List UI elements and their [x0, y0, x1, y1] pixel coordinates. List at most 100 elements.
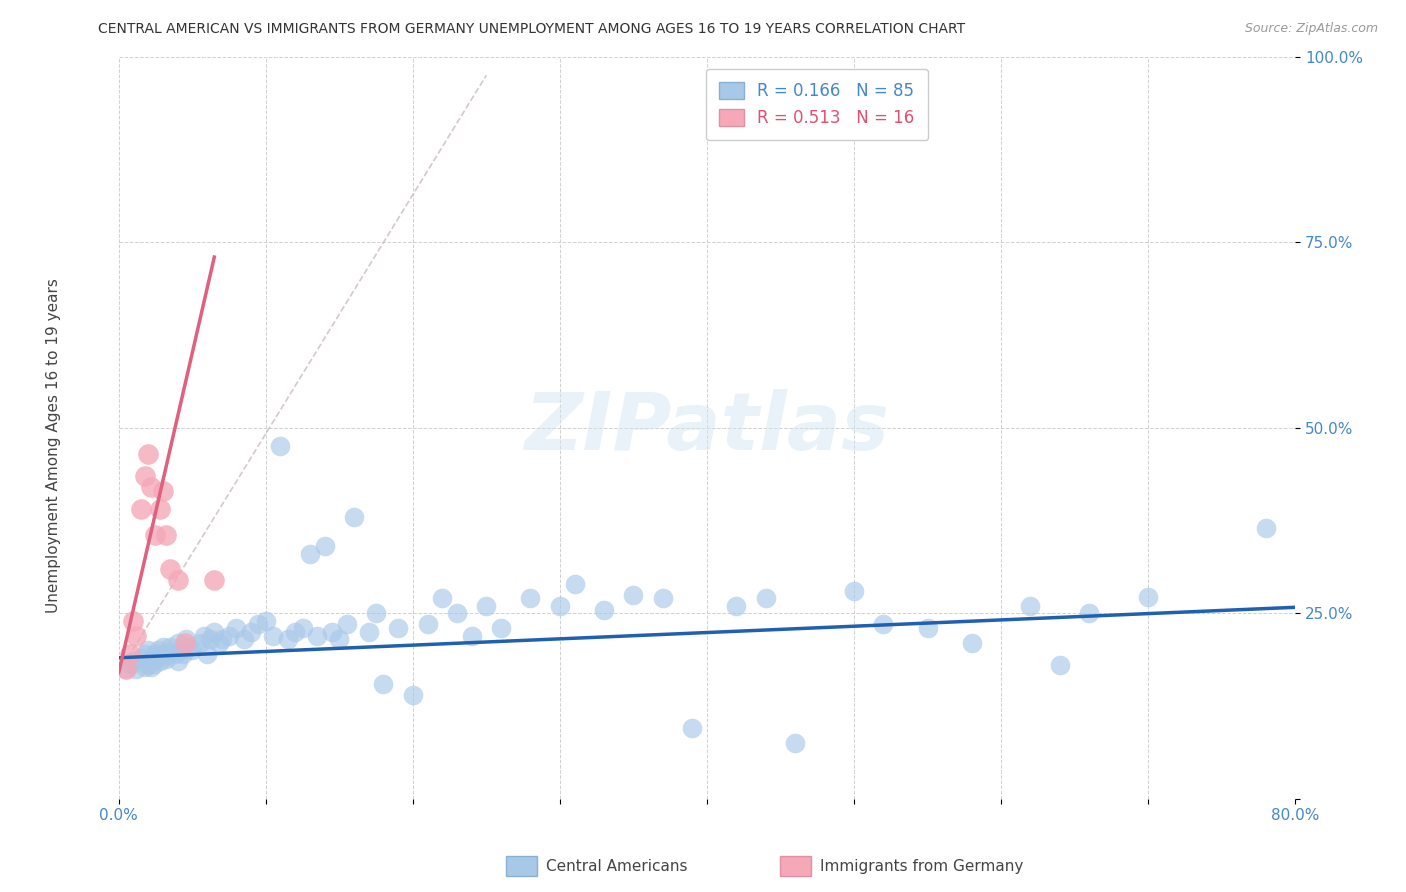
Point: [143, 657, 166, 671]
Point: [172, 647, 194, 661]
Point: [960, 636, 983, 650]
Point: [725, 599, 748, 613]
Point: [681, 721, 703, 735]
Point: [139, 659, 162, 673]
Point: [159, 640, 181, 654]
Point: [336, 617, 359, 632]
Point: [169, 643, 191, 657]
Text: Unemployment Among Ages 16 to 19 years: Unemployment Among Ages 16 to 19 years: [46, 278, 60, 614]
Point: [193, 628, 215, 642]
Point: [148, 643, 170, 657]
Point: [179, 640, 201, 654]
Point: [166, 655, 188, 669]
Point: [298, 547, 321, 561]
Point: [122, 614, 145, 628]
Point: [446, 606, 468, 620]
Point: [159, 562, 181, 576]
Point: [314, 540, 336, 554]
Point: [211, 632, 233, 647]
Point: [156, 649, 179, 664]
Text: ZIPatlas: ZIPatlas: [524, 389, 890, 467]
Point: [364, 606, 387, 620]
Point: [564, 576, 586, 591]
Text: CENTRAL AMERICAN VS IMMIGRANTS FROM GERMANY UNEMPLOYMENT AMONG AGES 16 TO 19 YEA: CENTRAL AMERICAN VS IMMIGRANTS FROM GERM…: [98, 22, 966, 37]
Point: [157, 645, 180, 659]
Text: Source: ZipAtlas.com: Source: ZipAtlas.com: [1244, 22, 1378, 36]
Point: [460, 628, 482, 642]
Point: [373, 677, 395, 691]
Point: [129, 650, 152, 665]
Point: [136, 658, 159, 673]
Point: [328, 632, 350, 647]
Point: [152, 483, 174, 498]
Point: [122, 655, 145, 669]
Point: [284, 624, 307, 639]
Point: [202, 624, 225, 639]
Point: [1254, 521, 1277, 535]
Point: [145, 647, 167, 661]
Point: [145, 528, 167, 542]
Legend: R = 0.166   N = 85, R = 0.513   N = 16: R = 0.166 N = 85, R = 0.513 N = 16: [706, 69, 928, 140]
Point: [202, 573, 225, 587]
Point: [489, 621, 512, 635]
Point: [519, 591, 541, 606]
Point: [1019, 599, 1042, 613]
Point: [155, 652, 177, 666]
Point: [166, 573, 188, 587]
Point: [149, 655, 172, 669]
Point: [254, 614, 277, 628]
Point: [149, 502, 172, 516]
Point: [1049, 658, 1071, 673]
Point: [842, 584, 865, 599]
Point: [247, 617, 270, 632]
Point: [120, 647, 142, 661]
Point: [152, 640, 174, 654]
Point: [402, 688, 425, 702]
Point: [163, 647, 186, 661]
Point: [218, 628, 240, 642]
Point: [1137, 590, 1160, 604]
Point: [181, 643, 204, 657]
Point: [198, 632, 221, 647]
Point: [651, 591, 673, 606]
Point: [166, 636, 188, 650]
Point: [343, 509, 366, 524]
Point: [136, 447, 159, 461]
Point: [269, 439, 291, 453]
Point: [115, 662, 138, 676]
Point: [387, 621, 409, 635]
Point: [125, 628, 148, 642]
Point: [208, 636, 231, 650]
Point: [321, 624, 343, 639]
Point: [262, 628, 284, 642]
Point: [240, 624, 263, 639]
Point: [174, 636, 197, 650]
Point: [785, 736, 807, 750]
Point: [475, 599, 498, 613]
Point: [139, 655, 162, 669]
Point: [1078, 606, 1101, 620]
Point: [432, 591, 454, 606]
Point: [120, 658, 142, 673]
Point: [155, 528, 177, 542]
Point: [188, 636, 211, 650]
Point: [195, 647, 218, 661]
Point: [307, 628, 329, 642]
Point: [134, 659, 156, 673]
Point: [357, 624, 380, 639]
Point: [176, 632, 198, 647]
Point: [593, 602, 616, 616]
Text: Central Americans: Central Americans: [546, 859, 688, 873]
Point: [129, 502, 152, 516]
Point: [416, 617, 439, 632]
Point: [548, 599, 571, 613]
Point: [115, 662, 138, 676]
Point: [225, 621, 247, 635]
Point: [291, 621, 314, 635]
Point: [152, 647, 174, 661]
Point: [623, 588, 645, 602]
Point: [277, 632, 299, 647]
Point: [125, 662, 148, 676]
Point: [134, 647, 156, 661]
Point: [139, 480, 162, 494]
